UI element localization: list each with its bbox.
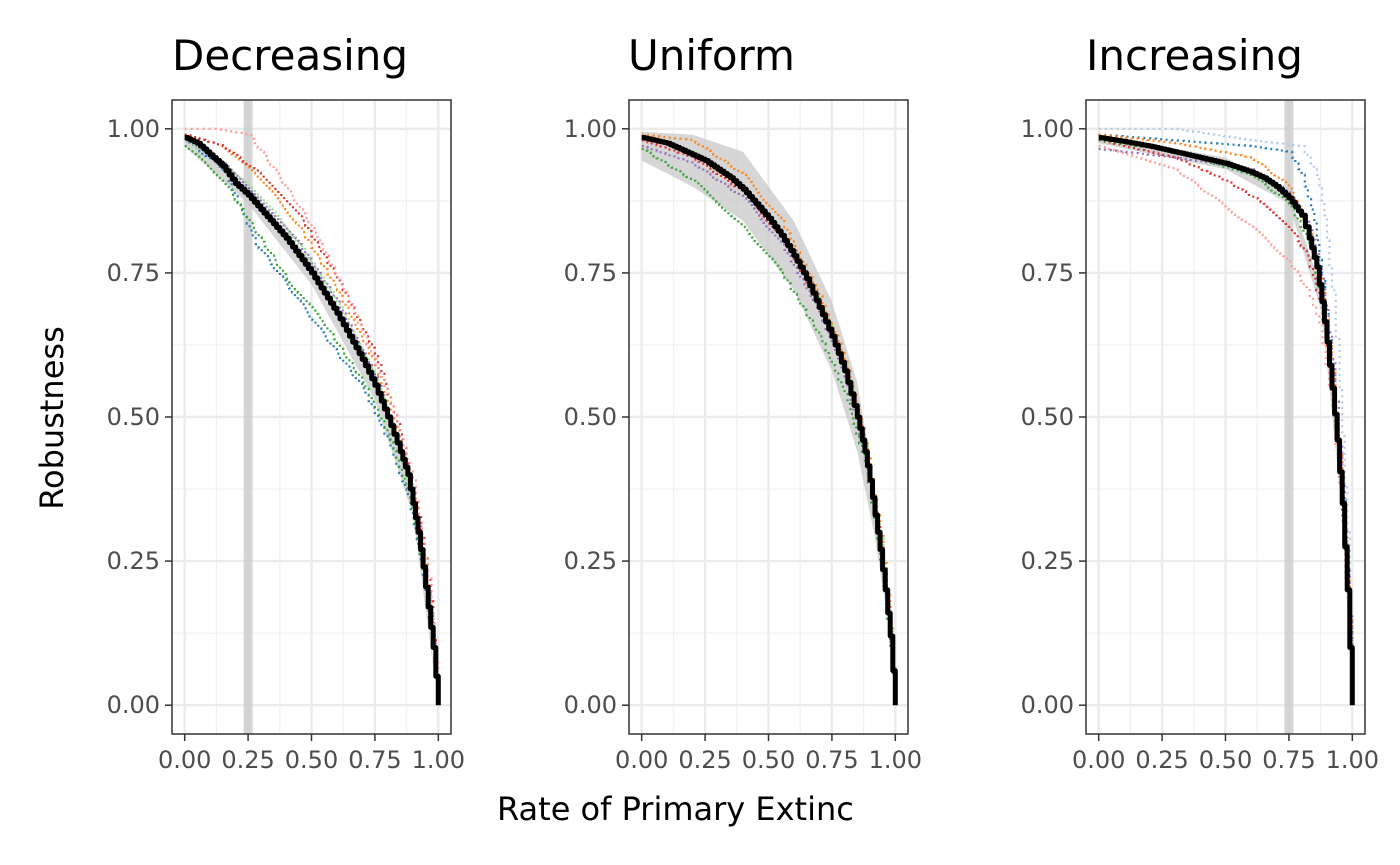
replicate-line bbox=[1098, 145, 1354, 706]
panel-decreasing: 0.00 0.25 0.50 0.75 1.00 0.00 0.25 0.50 0.75 1.00 bbox=[107, 99, 465, 774]
x-tick-label: 0.00 bbox=[158, 746, 211, 774]
y-tick-label: 0.25 bbox=[1021, 547, 1074, 575]
x-tick-label: 0.50 bbox=[285, 746, 338, 774]
y-tick-label: 0.25 bbox=[564, 547, 617, 575]
replicate-line bbox=[641, 145, 897, 706]
panel-plot-area bbox=[641, 131, 898, 706]
panel-uniform: 0.00 0.25 0.50 0.75 1.00 0.00 0.25 0.50 0.75 1.00 bbox=[564, 99, 922, 774]
x-tick-label: 1.00 bbox=[412, 746, 465, 774]
y-tick-label: 0.75 bbox=[1021, 259, 1074, 287]
x-tick-label: 0.75 bbox=[1262, 746, 1315, 774]
y-tick-label: 0.50 bbox=[564, 403, 617, 431]
panel-plot-area bbox=[184, 100, 441, 734]
confidence-band bbox=[641, 131, 896, 706]
replicate-line bbox=[1098, 133, 1354, 706]
x-tick-label: 1.00 bbox=[869, 746, 922, 774]
y-tick-label: 0.00 bbox=[564, 691, 617, 719]
y-tick-label: 1.00 bbox=[564, 115, 617, 143]
replicate-line bbox=[184, 136, 440, 706]
x-tick-label: 0.50 bbox=[742, 746, 795, 774]
panel-increasing: 0.00 0.25 0.50 0.75 1.00 0.00 0.25 0.50 0.75 1.00 bbox=[1021, 99, 1379, 774]
panel-plot-area bbox=[1098, 100, 1355, 734]
replicate-line bbox=[1098, 127, 1354, 706]
y-tick-label: 0.00 bbox=[1021, 691, 1074, 719]
confidence-band bbox=[184, 134, 439, 706]
x-tick-label: 1.00 bbox=[1326, 746, 1379, 774]
x-tick-label: 0.50 bbox=[1199, 746, 1252, 774]
y-tick-label: 1.00 bbox=[107, 115, 160, 143]
y-tick-label: 0.75 bbox=[107, 259, 160, 287]
x-tick-label: 0.00 bbox=[1072, 746, 1125, 774]
y-tick-label: 1.00 bbox=[1021, 115, 1074, 143]
x-tick-label: 0.00 bbox=[615, 746, 668, 774]
x-tick-label: 0.75 bbox=[805, 746, 858, 774]
replicate-line bbox=[184, 139, 440, 706]
y-tick-label: 0.50 bbox=[1021, 403, 1074, 431]
replicate-line bbox=[641, 133, 897, 706]
mean-robustness-line bbox=[184, 135, 441, 706]
x-axis-title: Rate of Primary Extinc bbox=[497, 790, 854, 828]
replicate-line bbox=[1098, 139, 1354, 706]
x-tick-label: 0.25 bbox=[1135, 746, 1188, 774]
x-tick-label: 0.25 bbox=[221, 746, 274, 774]
y-tick-label: 0.25 bbox=[107, 547, 160, 575]
mean-robustness-line bbox=[641, 135, 898, 706]
x-tick-label: 0.25 bbox=[678, 746, 731, 774]
y-tick-label: 0.75 bbox=[564, 259, 617, 287]
chart-panels: 0.00 0.25 0.50 0.75 1.00 0.00 0.25 0.50 0.75 1.00… bbox=[107, 99, 1379, 774]
x-tick-label: 0.75 bbox=[348, 746, 401, 774]
y-axis-title: Robustness bbox=[33, 326, 71, 510]
panel-title-increasing: Increasing bbox=[1086, 31, 1303, 80]
mean-robustness-line bbox=[1098, 135, 1355, 706]
replicate-line bbox=[641, 139, 897, 706]
replicate-line bbox=[641, 147, 897, 706]
panel-title-uniform: Uniform bbox=[628, 31, 795, 80]
y-tick-label: 0.00 bbox=[107, 691, 160, 719]
panel-title-decreasing: Decreasing bbox=[172, 31, 408, 80]
y-tick-label: 0.50 bbox=[107, 403, 160, 431]
